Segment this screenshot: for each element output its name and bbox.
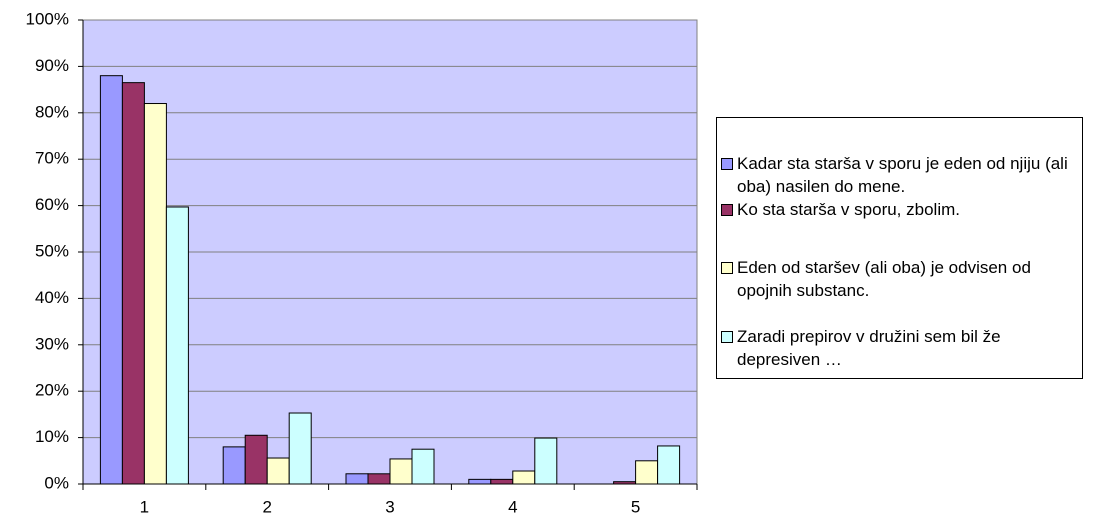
y-tick-label: 60% [35,195,69,214]
bar [222,446,246,485]
legend-swatch [721,158,733,170]
legend-swatch [721,262,733,274]
bar [244,434,268,485]
legend-swatch [721,331,733,343]
legend-label: Zaradi prepirov v družini sem bil že dep… [737,327,1001,369]
x-tick-label: 4 [508,497,517,516]
bar [99,75,123,485]
x-tick-label: 3 [385,497,394,516]
bar [389,458,413,485]
bar [635,460,659,485]
bar [121,82,145,485]
bar [657,445,681,485]
y-tick-label: 0% [44,473,69,492]
legend-label: Kadar sta starša v sporu je eden od njij… [737,154,1068,196]
bar [165,206,189,485]
legend-label: Eden od staršev (ali oba) je odvisen od … [737,258,1031,300]
legend: Kadar sta starša v sporu je eden od njij… [716,117,1083,379]
x-tick-label: 5 [631,497,640,516]
bar [345,473,369,485]
bar [512,470,536,485]
bar [266,457,290,485]
x-tick-label: 1 [140,497,149,516]
x-tick-label: 2 [262,497,271,516]
bar [367,473,391,485]
y-tick-label: 30% [35,334,69,353]
y-tick-label: 40% [35,288,69,307]
bar [534,437,558,485]
bar [613,481,637,485]
y-tick-label: 10% [35,427,69,446]
bar [411,448,435,485]
bar [490,478,514,485]
bar [468,478,492,485]
legend-entry: Kadar sta starša v sporu je eden od njij… [721,152,1073,198]
y-tick-label: 80% [35,102,69,121]
legend-entry: Zaradi prepirov v družini sem bil že dep… [721,325,1073,371]
y-tick-label: 100% [26,9,69,28]
bar [288,412,312,485]
y-tick-label: 20% [35,381,69,400]
y-tick-label: 50% [35,241,69,260]
y-tick-label: 70% [35,149,69,168]
legend-label: Ko sta starša v sporu, zbolim. [737,200,960,219]
legend-entry: Ko sta starša v sporu, zbolim. [721,198,1073,221]
bar [143,103,167,485]
legend-entry: Eden od staršev (ali oba) je odvisen od … [721,256,1073,302]
y-tick-label: 90% [35,56,69,75]
legend-swatch [721,204,733,216]
